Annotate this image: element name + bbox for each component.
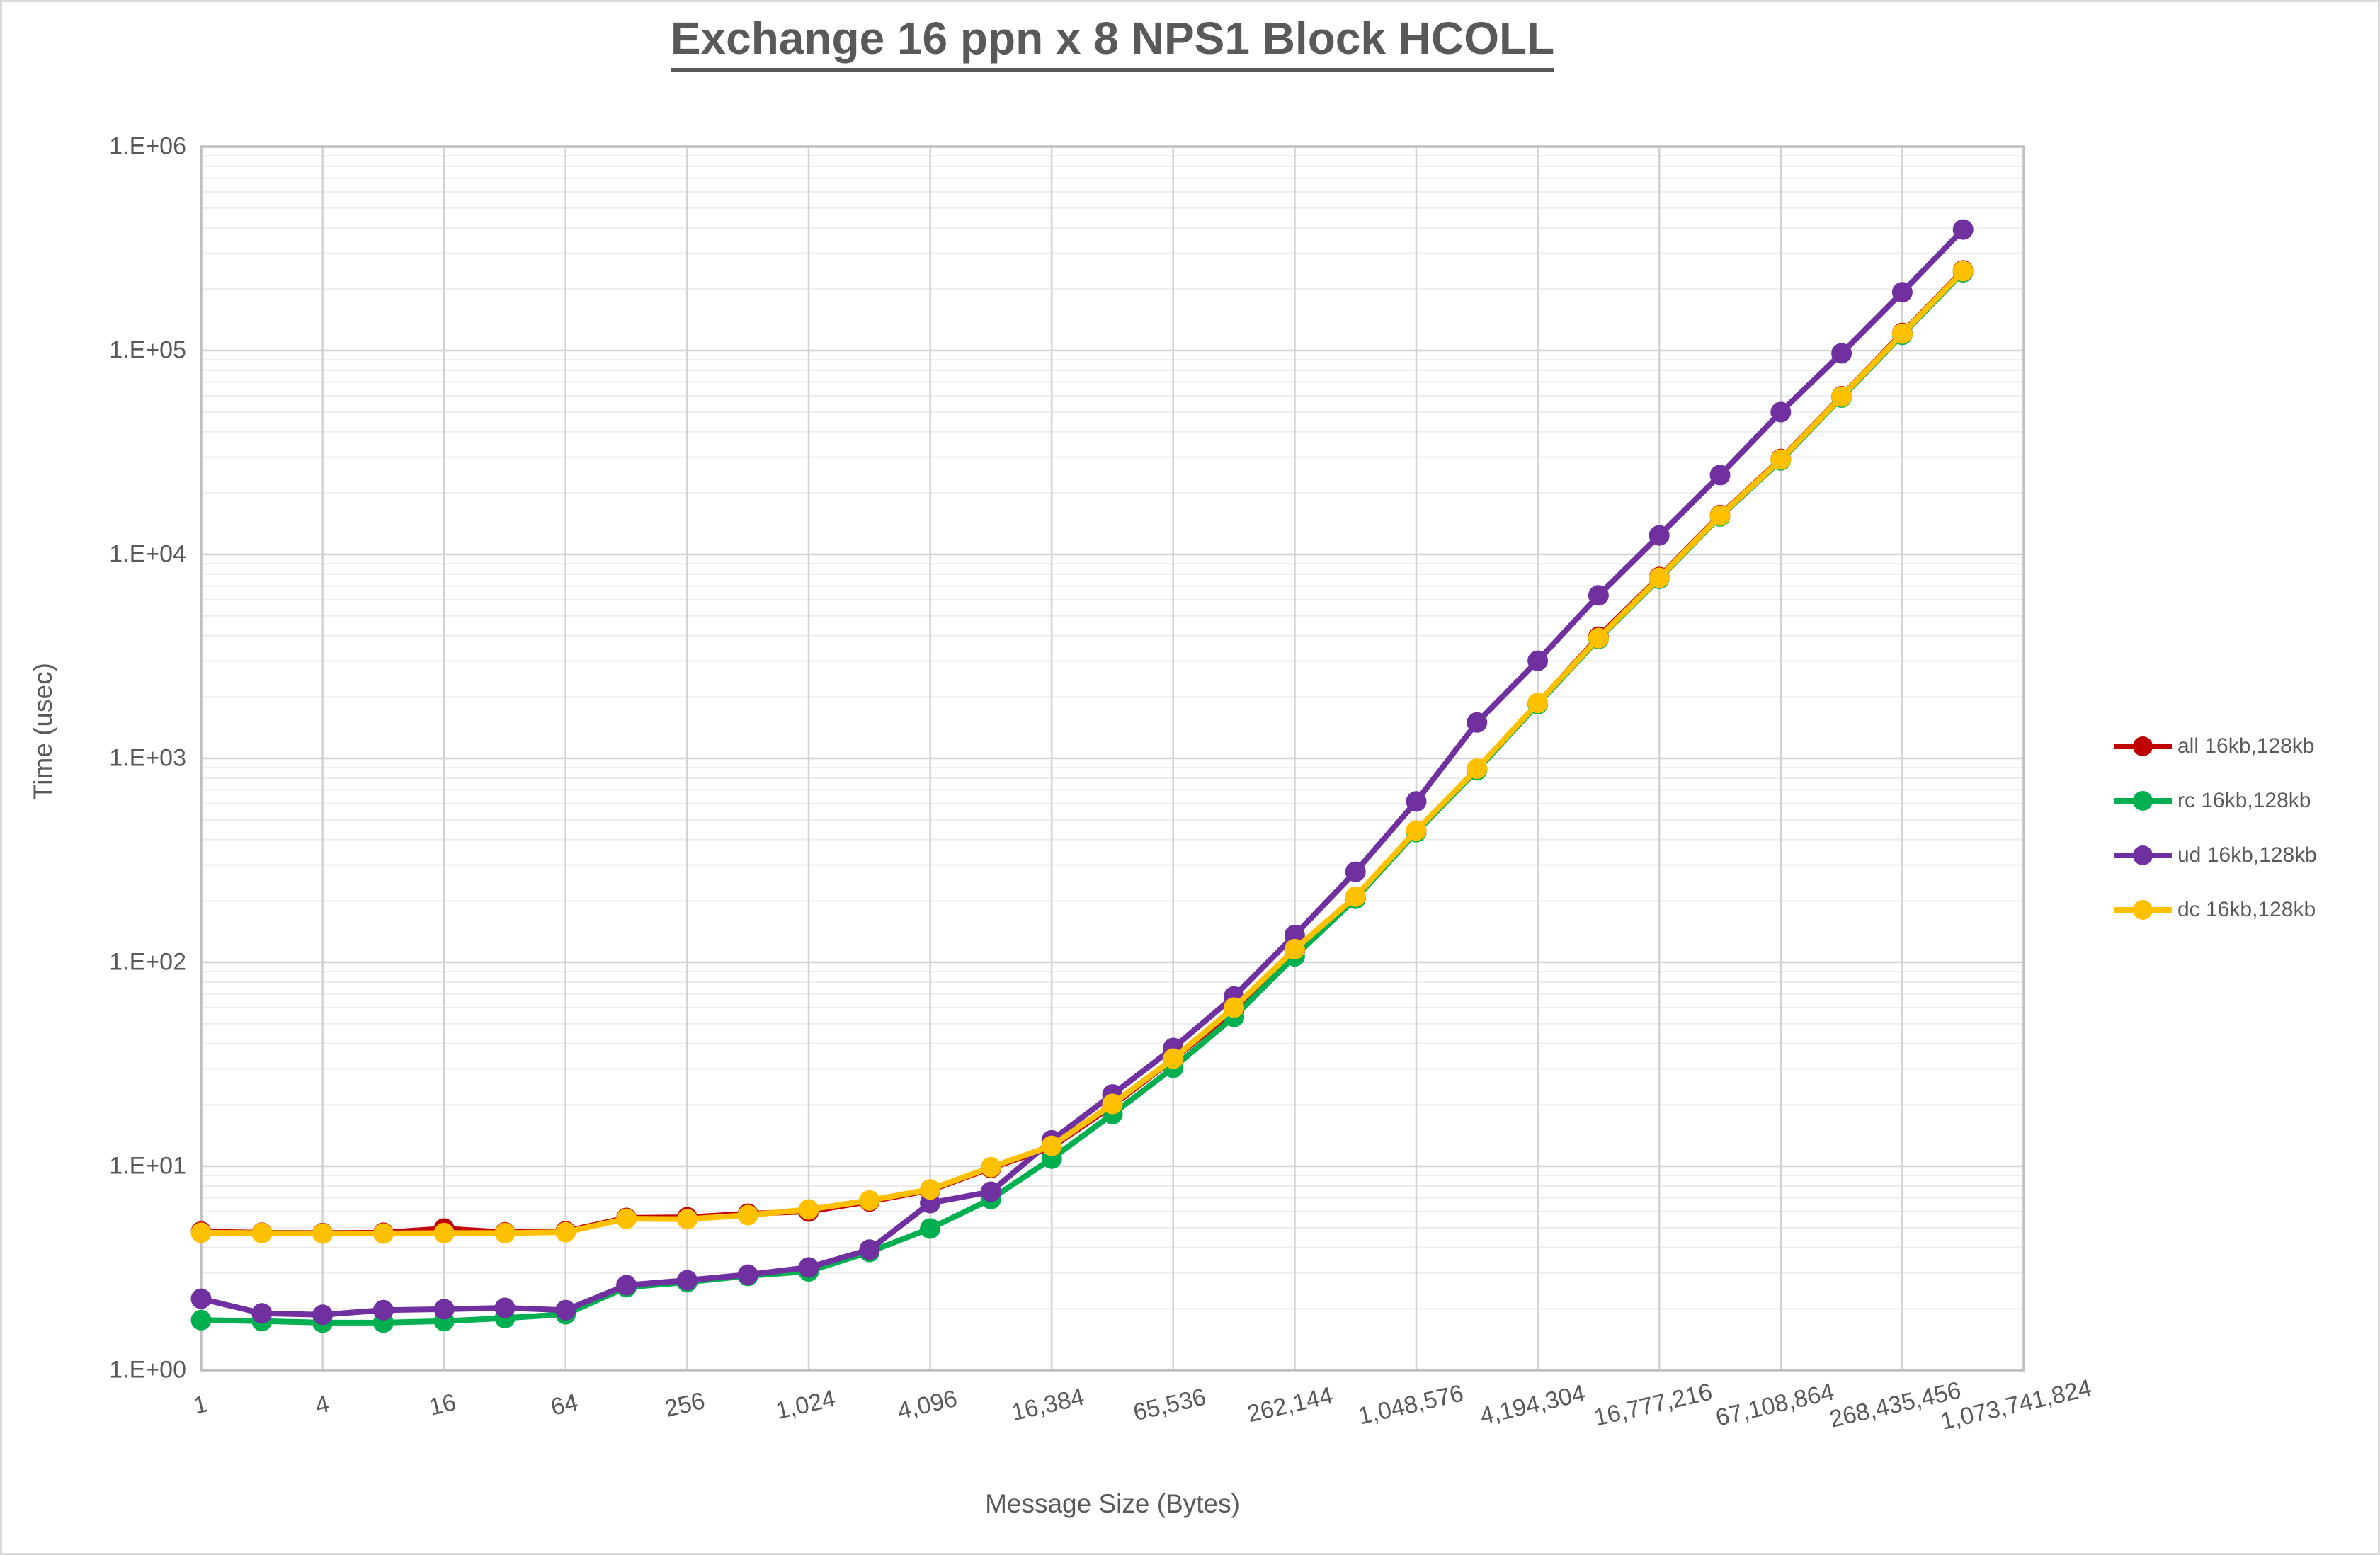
- y-tick-label: 1.E+04: [109, 540, 186, 568]
- series-marker-ud: [1588, 585, 1609, 606]
- series-marker-dc: [798, 1199, 819, 1220]
- series-marker-dc: [737, 1204, 758, 1226]
- legend-label: all 16kb,128kb: [2177, 734, 2315, 758]
- y-tick-label: 1.E+00: [109, 1356, 186, 1384]
- series-line-all: [198, 267, 1966, 1236]
- x-axis-title: Message Size (Bytes): [985, 1489, 1240, 1518]
- series-marker-ud: [676, 1270, 698, 1291]
- series-marker-dc: [555, 1221, 576, 1243]
- legend-item: all 16kb,128kb: [2114, 726, 2317, 767]
- series-marker-dc: [616, 1208, 637, 1229]
- series-marker-ud: [251, 1303, 273, 1324]
- series-marker-ud: [1952, 219, 1974, 240]
- series-marker-dc: [980, 1156, 1001, 1178]
- series-marker-dc: [1649, 567, 1670, 588]
- legend-line-marker-icon: [2114, 900, 2172, 920]
- legend-line-marker-icon: [2114, 736, 2172, 756]
- legend-line-marker-icon: [2114, 791, 2172, 811]
- series-marker-dc: [1102, 1093, 1123, 1115]
- series-marker-ud: [1891, 282, 1913, 303]
- series-marker-ud: [1649, 525, 1670, 546]
- series-marker-ud: [1709, 465, 1731, 486]
- series-marker-dc: [1345, 886, 1366, 907]
- legend-item: rc 16kb,128kb: [2114, 780, 2317, 821]
- series-marker-dc: [1588, 627, 1609, 649]
- series-marker-ud: [494, 1297, 516, 1318]
- series-marker-dc: [676, 1209, 698, 1230]
- y-tick-label: 1.E+01: [109, 1152, 186, 1180]
- series-marker-dc: [1163, 1048, 1184, 1069]
- series-marker-dc: [1770, 449, 1792, 470]
- series-marker-ud: [798, 1257, 819, 1278]
- series-line-rc: [198, 269, 1966, 1326]
- legend-dot-icon: [2133, 845, 2153, 865]
- series-marker-dc: [1709, 505, 1731, 526]
- series-marker-dc: [251, 1222, 273, 1243]
- y-tick-label: 1.E+02: [109, 948, 186, 976]
- series-marker-ud: [616, 1275, 637, 1296]
- y-axis-title: Time (usec): [28, 663, 57, 800]
- series-marker-dc: [1224, 997, 1245, 1018]
- series-marker-ud: [312, 1304, 334, 1326]
- series-marker-dc: [1406, 820, 1427, 841]
- series-marker-ud: [1467, 712, 1488, 733]
- legend-dot-icon: [2133, 736, 2153, 756]
- series-marker-ud: [1831, 343, 1852, 364]
- series-marker-dc: [920, 1179, 941, 1200]
- y-tick-label: 1.E+05: [109, 336, 186, 364]
- series-marker-dc: [1284, 938, 1305, 959]
- series-marker-dc: [1891, 323, 1913, 344]
- legend-dot-icon: [2133, 900, 2153, 920]
- legend-label: ud 16kb,128kb: [2177, 843, 2317, 867]
- legend-label: rc 16kb,128kb: [2177, 789, 2311, 812]
- series-line-ud: [198, 227, 1966, 1318]
- series-marker-ud: [1527, 650, 1549, 671]
- series-marker-ud: [737, 1264, 758, 1285]
- series-line-dc: [198, 268, 1966, 1236]
- series-marker-dc: [190, 1222, 212, 1243]
- series-marker-ud: [1770, 401, 1792, 423]
- series-marker-ud: [190, 1288, 212, 1309]
- series-marker-ud: [859, 1239, 880, 1260]
- legend-item: dc 16kb,128kb: [2114, 889, 2317, 930]
- chart-title: Exchange 16 ppn x 8 NPS1 Block HCOLL: [201, 12, 2024, 72]
- series-marker-ud: [980, 1181, 1001, 1202]
- y-tick-label: 1.E+06: [109, 132, 186, 160]
- x-tick-label: 64: [548, 1389, 581, 1421]
- series-marker-dc: [433, 1222, 455, 1243]
- series-marker-dc: [372, 1223, 394, 1244]
- series-marker-ud: [372, 1299, 394, 1321]
- legend-line-marker-icon: [2114, 845, 2172, 865]
- series-marker-dc: [1041, 1135, 1062, 1156]
- series-marker-ud: [1406, 791, 1427, 812]
- series-marker-dc: [494, 1222, 516, 1243]
- series-marker-dc: [859, 1190, 880, 1211]
- series-marker-rc: [920, 1218, 941, 1239]
- series-marker-dc: [1831, 386, 1852, 407]
- series-marker-ud: [1284, 925, 1305, 946]
- y-tick-label: 1.E+03: [109, 744, 186, 772]
- series-marker-ud: [433, 1299, 455, 1320]
- series-marker-dc: [312, 1223, 334, 1244]
- legend-label: dc 16kb,128kb: [2177, 898, 2316, 921]
- series-marker-dc: [1467, 758, 1488, 780]
- series-marker-dc: [1527, 693, 1549, 714]
- legend-dot-icon: [2133, 791, 2153, 811]
- legend-item: ud 16kb,128kb: [2114, 835, 2317, 876]
- series-marker-rc: [190, 1309, 212, 1331]
- plot-frame: [200, 145, 2025, 1372]
- legend: all 16kb,128kb rc 16kb,128kb ud 16kb,128kb…: [2114, 726, 2317, 944]
- series-marker-ud: [1345, 861, 1366, 882]
- series-marker-dc: [1952, 261, 1974, 282]
- series-marker-ud: [555, 1299, 576, 1321]
